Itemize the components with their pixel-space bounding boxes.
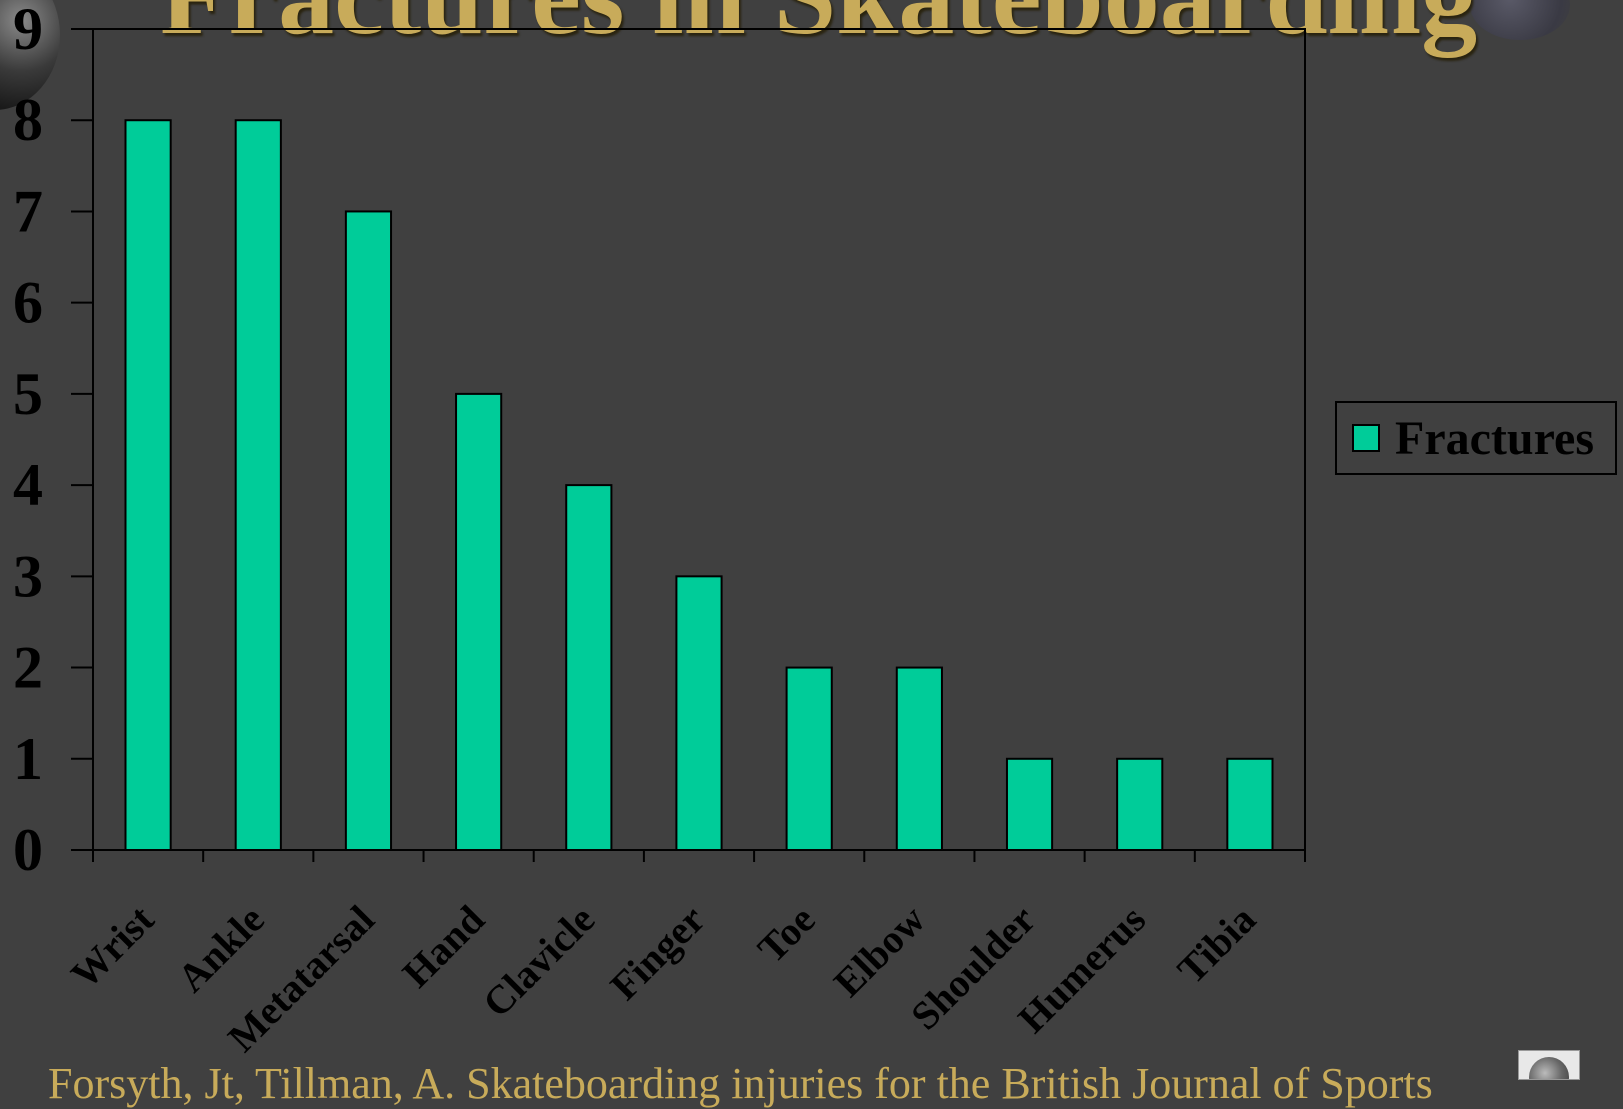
bar-ankle [234,119,282,851]
bar-elbow [895,666,943,851]
y-tick-label: 7 [13,178,43,244]
bar-toe [785,666,833,851]
y-tick-label: 4 [13,452,43,518]
citation-footer: Forsyth, Jt, Tillman, A. Skateboarding i… [48,1059,1433,1108]
x-tick-label: Toe [749,897,824,972]
bar-wrist [124,119,172,851]
x-tick-label: Tibia [1169,897,1265,993]
y-tick-label: 5 [13,361,43,427]
legend-swatch [1352,424,1380,452]
legend-label: Fractures [1395,411,1595,465]
bar-hand [455,392,503,851]
x-tick-label: Hand [394,897,493,996]
x-tick-label: Elbow [825,896,934,1005]
y-tick-label: 1 [13,726,43,792]
speaker-icon[interactable] [1518,1050,1580,1080]
chart-legend: Fractures [1335,401,1617,475]
y-tick-label: 9 [13,0,43,62]
y-tick-label: 0 [13,817,43,883]
bar-tibia [1226,757,1274,851]
y-tick-label: 6 [13,270,43,336]
y-tick-label: 3 [13,543,43,609]
y-tick-label: 8 [13,87,43,153]
x-tick-label: Wrist [62,896,163,997]
x-tick-label: Clavicle [474,897,603,1026]
bar-finger [675,575,723,851]
bar-metatarsal [344,210,393,851]
bar-clavicle [565,484,613,851]
x-tick-label: Ankle [169,897,273,1001]
y-tick-label: 2 [13,635,43,701]
bar-humerus [1116,757,1164,851]
bar-shoulder [1005,757,1054,851]
x-tick-label: Finger [601,897,713,1009]
